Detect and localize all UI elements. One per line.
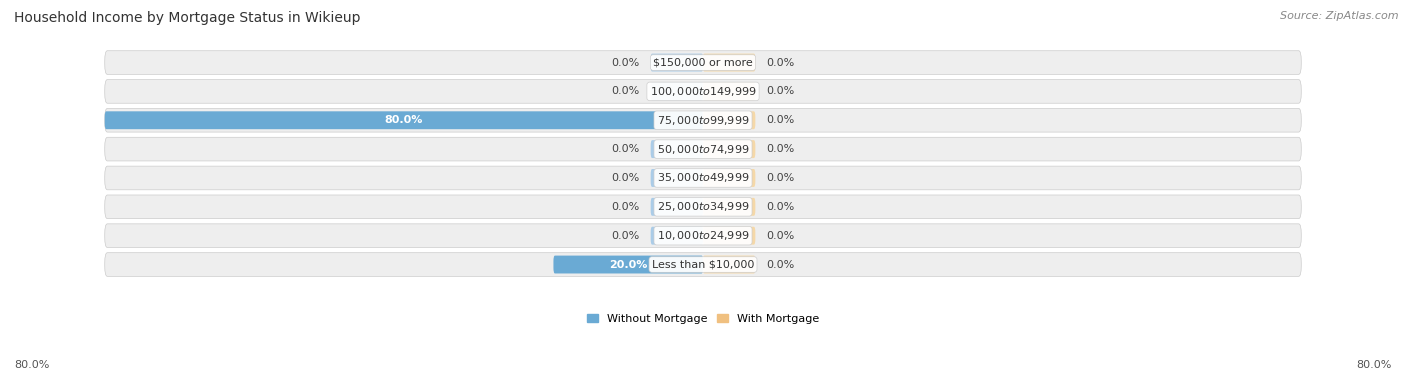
FancyBboxPatch shape <box>703 227 755 245</box>
Text: 0.0%: 0.0% <box>766 115 794 125</box>
Text: 0.0%: 0.0% <box>612 231 640 241</box>
Text: $100,000 to $149,999: $100,000 to $149,999 <box>650 85 756 98</box>
FancyBboxPatch shape <box>703 198 755 216</box>
Text: 0.0%: 0.0% <box>766 57 794 68</box>
Text: 0.0%: 0.0% <box>766 231 794 241</box>
FancyBboxPatch shape <box>651 169 703 187</box>
FancyBboxPatch shape <box>554 256 703 273</box>
FancyBboxPatch shape <box>104 111 703 129</box>
Text: 0.0%: 0.0% <box>766 144 794 154</box>
FancyBboxPatch shape <box>703 140 755 158</box>
FancyBboxPatch shape <box>104 195 1302 218</box>
FancyBboxPatch shape <box>651 227 703 245</box>
Text: Source: ZipAtlas.com: Source: ZipAtlas.com <box>1281 11 1399 21</box>
FancyBboxPatch shape <box>104 224 1302 248</box>
FancyBboxPatch shape <box>651 54 703 71</box>
Legend: Without Mortgage, With Mortgage: Without Mortgage, With Mortgage <box>582 309 824 328</box>
Text: $25,000 to $34,999: $25,000 to $34,999 <box>657 200 749 213</box>
FancyBboxPatch shape <box>104 80 1302 103</box>
Text: $75,000 to $99,999: $75,000 to $99,999 <box>657 114 749 127</box>
FancyBboxPatch shape <box>651 198 703 216</box>
FancyBboxPatch shape <box>104 166 1302 190</box>
Text: 0.0%: 0.0% <box>612 173 640 183</box>
Text: 0.0%: 0.0% <box>766 173 794 183</box>
Text: 80.0%: 80.0% <box>14 361 49 370</box>
Text: 0.0%: 0.0% <box>612 57 640 68</box>
Text: 80.0%: 80.0% <box>385 115 423 125</box>
FancyBboxPatch shape <box>703 169 755 187</box>
Text: 0.0%: 0.0% <box>612 87 640 96</box>
FancyBboxPatch shape <box>703 256 755 273</box>
Text: Household Income by Mortgage Status in Wikieup: Household Income by Mortgage Status in W… <box>14 11 360 25</box>
FancyBboxPatch shape <box>651 82 703 100</box>
Text: $150,000 or more: $150,000 or more <box>654 57 752 68</box>
Text: 0.0%: 0.0% <box>766 202 794 212</box>
FancyBboxPatch shape <box>651 140 703 158</box>
Text: 20.0%: 20.0% <box>609 260 647 270</box>
Text: 80.0%: 80.0% <box>1357 361 1392 370</box>
FancyBboxPatch shape <box>703 82 755 100</box>
FancyBboxPatch shape <box>104 51 1302 74</box>
Text: 0.0%: 0.0% <box>766 260 794 270</box>
Text: $35,000 to $49,999: $35,000 to $49,999 <box>657 172 749 184</box>
FancyBboxPatch shape <box>703 54 755 71</box>
Text: 0.0%: 0.0% <box>612 144 640 154</box>
Text: 0.0%: 0.0% <box>612 202 640 212</box>
FancyBboxPatch shape <box>104 253 1302 276</box>
FancyBboxPatch shape <box>104 137 1302 161</box>
Text: Less than $10,000: Less than $10,000 <box>652 260 754 270</box>
FancyBboxPatch shape <box>703 111 755 129</box>
FancyBboxPatch shape <box>104 108 1302 132</box>
Text: $10,000 to $24,999: $10,000 to $24,999 <box>657 229 749 242</box>
Text: $50,000 to $74,999: $50,000 to $74,999 <box>657 143 749 156</box>
Text: 0.0%: 0.0% <box>766 87 794 96</box>
